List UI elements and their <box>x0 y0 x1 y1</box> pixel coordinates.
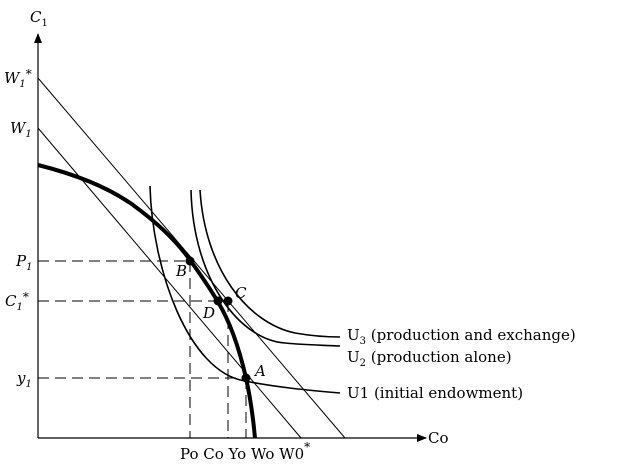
label-u1: U1 (initial endowment) <box>347 384 523 402</box>
point-d-label: D <box>202 304 215 322</box>
point-b-label: B <box>175 262 187 280</box>
point-d-dot <box>213 296 223 306</box>
tick-c1-star: C1* <box>5 290 29 313</box>
x-axis-title: Co <box>428 429 449 447</box>
market-line-w1 <box>37 127 302 439</box>
tick-w1-star: W1* <box>4 67 32 90</box>
indifference-curve-u2 <box>190 189 341 347</box>
label-u3: U3 (production and exchange) <box>347 326 576 347</box>
tick-p1: P1 <box>15 252 32 273</box>
tick-w1: W1 <box>10 119 32 140</box>
point-a-dot <box>241 373 251 383</box>
indifference-curve-u1 <box>149 185 341 394</box>
point-a-label: A <box>253 362 266 380</box>
point-c-label: C <box>235 284 247 302</box>
tick-y1: y1 <box>16 369 32 390</box>
dashed-guides <box>38 260 247 438</box>
point-c-dot <box>223 296 233 306</box>
point-b-dot <box>185 256 195 266</box>
x-tick-labels: Po Co Yo Wo W0* <box>180 440 310 463</box>
y-axis-title: C1 <box>30 8 48 29</box>
label-u2: U2 (production alone) <box>347 348 512 369</box>
indifference-curve-u3 <box>199 189 341 338</box>
